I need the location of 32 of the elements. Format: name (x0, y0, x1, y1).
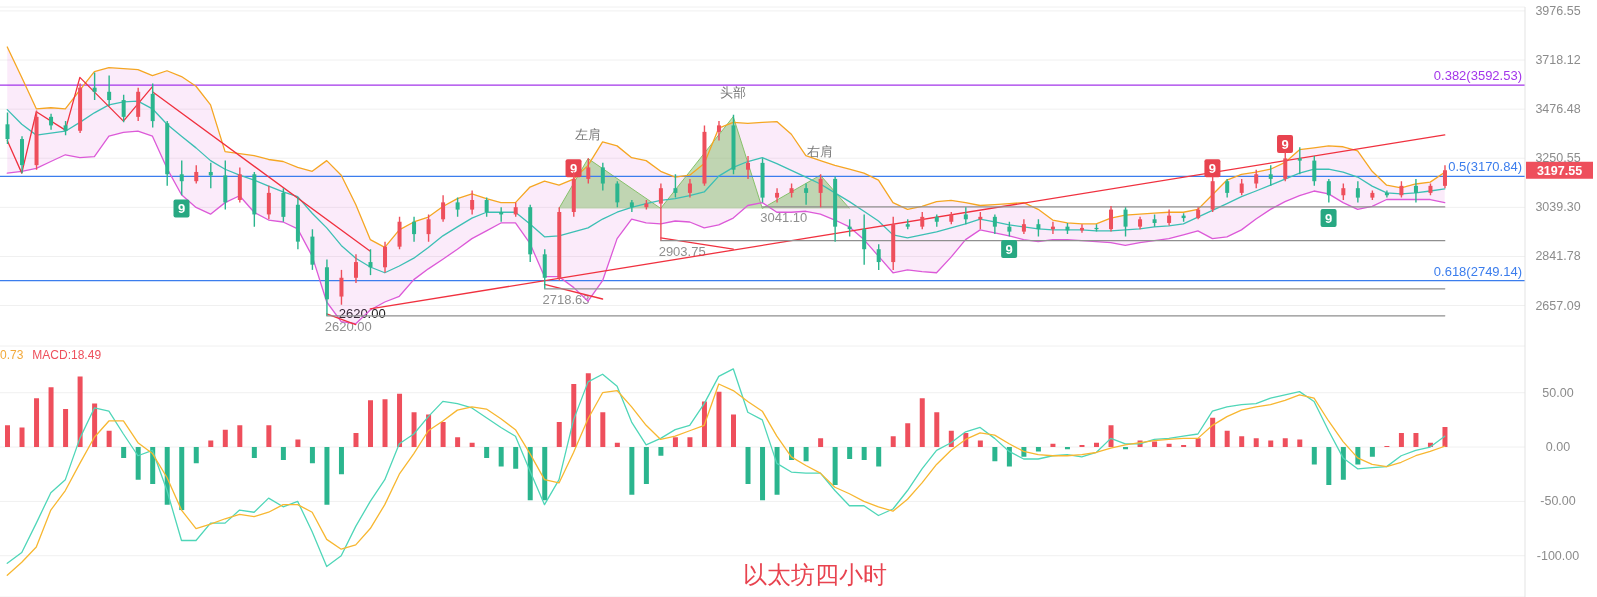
text: 9 (1208, 161, 1217, 177)
text: 9 (1324, 211, 1333, 227)
y-tick-label: 2657.09 (1535, 298, 1581, 313)
y-tick-label: -100.00 (1536, 548, 1580, 563)
text: 以太坊四小时 (743, 561, 887, 589)
series-label: 9 (177, 201, 186, 217)
data-label: 头部 (720, 85, 747, 101)
series-label: 9 (569, 161, 578, 177)
y-tick-label: 2841.78 (1535, 249, 1581, 264)
data-label: 3041.10 (760, 210, 808, 226)
ref-line-label: 0.618(2749.14) (1433, 263, 1522, 279)
data-label: 2620.00 (324, 319, 372, 335)
text: 9 (1281, 136, 1289, 152)
ref-line-label: 0.382(3592.53) (1433, 68, 1522, 84)
data-label: 2718.63 (542, 292, 590, 308)
y-tick-label: 3718.12 (1535, 53, 1581, 68)
text: 3197.55 (1536, 163, 1583, 178)
annotation: MACD:18.49 (32, 348, 102, 362)
y-tick-label: 0.00 (1545, 440, 1571, 455)
annotation: 0.73 (0, 348, 24, 362)
y-tick-label: 3476.48 (1535, 102, 1581, 117)
y-tick-label: 3976.55 (1535, 3, 1581, 18)
y-tick-label: 50.00 (1542, 385, 1574, 400)
ref-line-label: 0.5(3170.84) (1448, 159, 1522, 175)
text: 9 (1005, 241, 1013, 257)
data-label: 2903.75 (658, 244, 706, 260)
data-label: 右肩 (807, 143, 834, 159)
data-label: 左肩 (575, 127, 602, 143)
y-tick-label: 3250.55 (1535, 151, 1581, 166)
text: 2620.00 (338, 305, 386, 321)
y-tick-label: 3039.30 (1535, 200, 1581, 215)
y-tick-label: -50.00 (1540, 494, 1576, 509)
